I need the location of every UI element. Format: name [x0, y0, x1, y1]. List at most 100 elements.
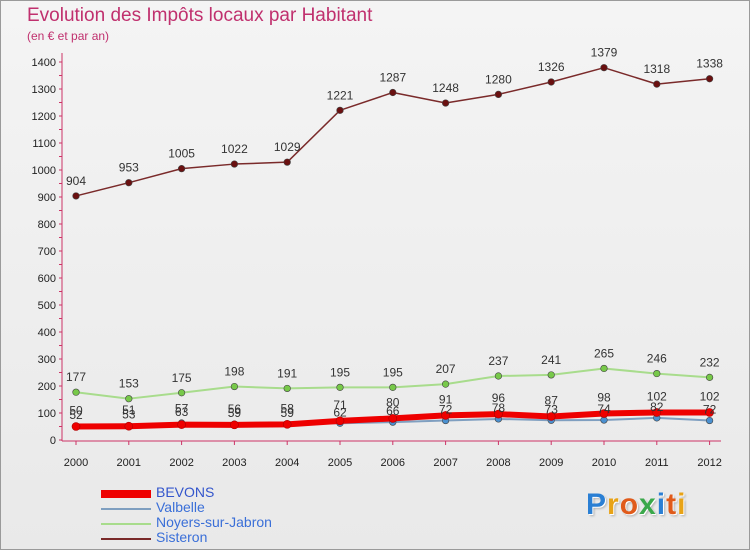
data-label: 96 [492, 391, 506, 405]
data-label: 1005 [168, 147, 195, 161]
data-label: 177 [66, 370, 86, 384]
data-point [124, 421, 134, 431]
y-tick-label: 0 [50, 435, 56, 447]
data-label: 52 [69, 408, 83, 422]
data-point [441, 411, 450, 420]
data-label: 66 [386, 404, 400, 418]
y-tick-label: 400 [38, 327, 56, 339]
legend-swatch [101, 490, 151, 498]
y-tick-label: 500 [38, 300, 56, 312]
data-label: 56 [228, 402, 242, 416]
x-tick-label: 2004 [275, 457, 299, 469]
data-point [494, 372, 503, 380]
data-point [600, 64, 608, 72]
data-point [335, 416, 345, 426]
legend-item-noyers-sur-jabron: Noyers-sur-Jabron [101, 515, 401, 531]
data-label: 265 [594, 346, 614, 360]
data-label: 59 [281, 406, 295, 420]
data-label: 153 [119, 377, 139, 391]
y-tick-label: 200 [38, 381, 56, 393]
data-label: 207 [436, 362, 456, 376]
data-label: 246 [647, 352, 667, 366]
x-tick-label: 2012 [697, 457, 721, 469]
data-point [178, 165, 186, 173]
data-label: 195 [330, 365, 350, 379]
data-point [178, 389, 186, 397]
logo-letter: i [656, 488, 667, 521]
data-label: 102 [700, 389, 720, 403]
x-tick-label: 2001 [117, 457, 141, 469]
proxiti-logo: Proxiti [586, 488, 686, 522]
logo-letter: i [677, 488, 687, 521]
data-label: 232 [700, 355, 720, 369]
logo-letter: P [586, 488, 608, 521]
logo-letter: r [607, 488, 620, 521]
data-point [388, 414, 398, 423]
data-point [125, 179, 133, 187]
legend-swatch [101, 508, 151, 510]
x-tick-label: 2010 [592, 457, 616, 469]
y-tick-label: 100 [38, 408, 56, 420]
y-tick-label: 600 [38, 273, 56, 285]
y-tick-label: 300 [38, 354, 56, 366]
x-tick-label: 2002 [169, 457, 193, 469]
y-tick-label: 800 [38, 219, 56, 231]
data-point [442, 380, 450, 388]
legend-swatch [101, 523, 151, 525]
data-label: 58 [281, 401, 295, 415]
data-point [705, 416, 714, 425]
data-label: 1029 [274, 140, 301, 154]
data-point [71, 422, 81, 431]
y-tick-label: 1400 [32, 57, 56, 69]
data-label: 51 [122, 403, 136, 417]
series-line-sisteron [75, 66, 711, 197]
data-label: 175 [172, 371, 192, 385]
data-label: 71 [333, 398, 347, 412]
legend-item-sisteron: Sisteron [101, 530, 401, 546]
logo-letter: o [619, 488, 640, 521]
legend-item-valbelle: Valbelle [101, 500, 401, 516]
legend: BEVONS Valbelle Noyers-sur-Jabron Sisteron [101, 484, 401, 546]
x-tick-label: 2011 [645, 457, 669, 469]
legend-label: BEVONS [156, 484, 215, 500]
y-tick-label: 1300 [32, 84, 56, 96]
data-label: 72 [439, 403, 453, 417]
data-label: 62 [333, 405, 347, 419]
data-label: 1248 [432, 81, 459, 95]
logo-letter: t [666, 488, 678, 521]
data-label: 53 [122, 408, 136, 422]
data-point [494, 90, 503, 98]
x-tick-label: 2007 [433, 457, 457, 469]
x-tick-label: 2000 [64, 457, 88, 469]
data-label: 1338 [696, 57, 723, 71]
data-point [600, 364, 608, 373]
legend-swatch [101, 538, 151, 540]
data-label: 98 [597, 391, 611, 405]
data-point [705, 75, 714, 83]
data-point [177, 420, 186, 429]
y-tick-label: 1000 [32, 165, 56, 177]
y-tick-label: 1200 [32, 111, 56, 123]
data-point [283, 158, 291, 166]
data-label: 241 [541, 353, 561, 367]
y-tick-label: 900 [38, 192, 56, 204]
data-label: 102 [647, 389, 667, 403]
data-point [442, 99, 450, 107]
data-label: 57 [175, 402, 189, 416]
data-point [230, 382, 238, 391]
data-point [389, 88, 397, 97]
data-label: 87 [545, 394, 559, 408]
x-tick-label: 2006 [381, 457, 405, 469]
data-point [653, 369, 661, 378]
data-point [652, 408, 662, 417]
data-point [653, 80, 661, 88]
data-point [547, 371, 555, 379]
data-label: 195 [383, 365, 403, 379]
data-label: 191 [277, 366, 297, 380]
data-point [72, 388, 80, 396]
data-point [494, 409, 503, 419]
data-point [230, 160, 238, 168]
y-tick-label: 1100 [32, 138, 56, 150]
chart-subtitle: (en € et par an) [27, 29, 110, 43]
